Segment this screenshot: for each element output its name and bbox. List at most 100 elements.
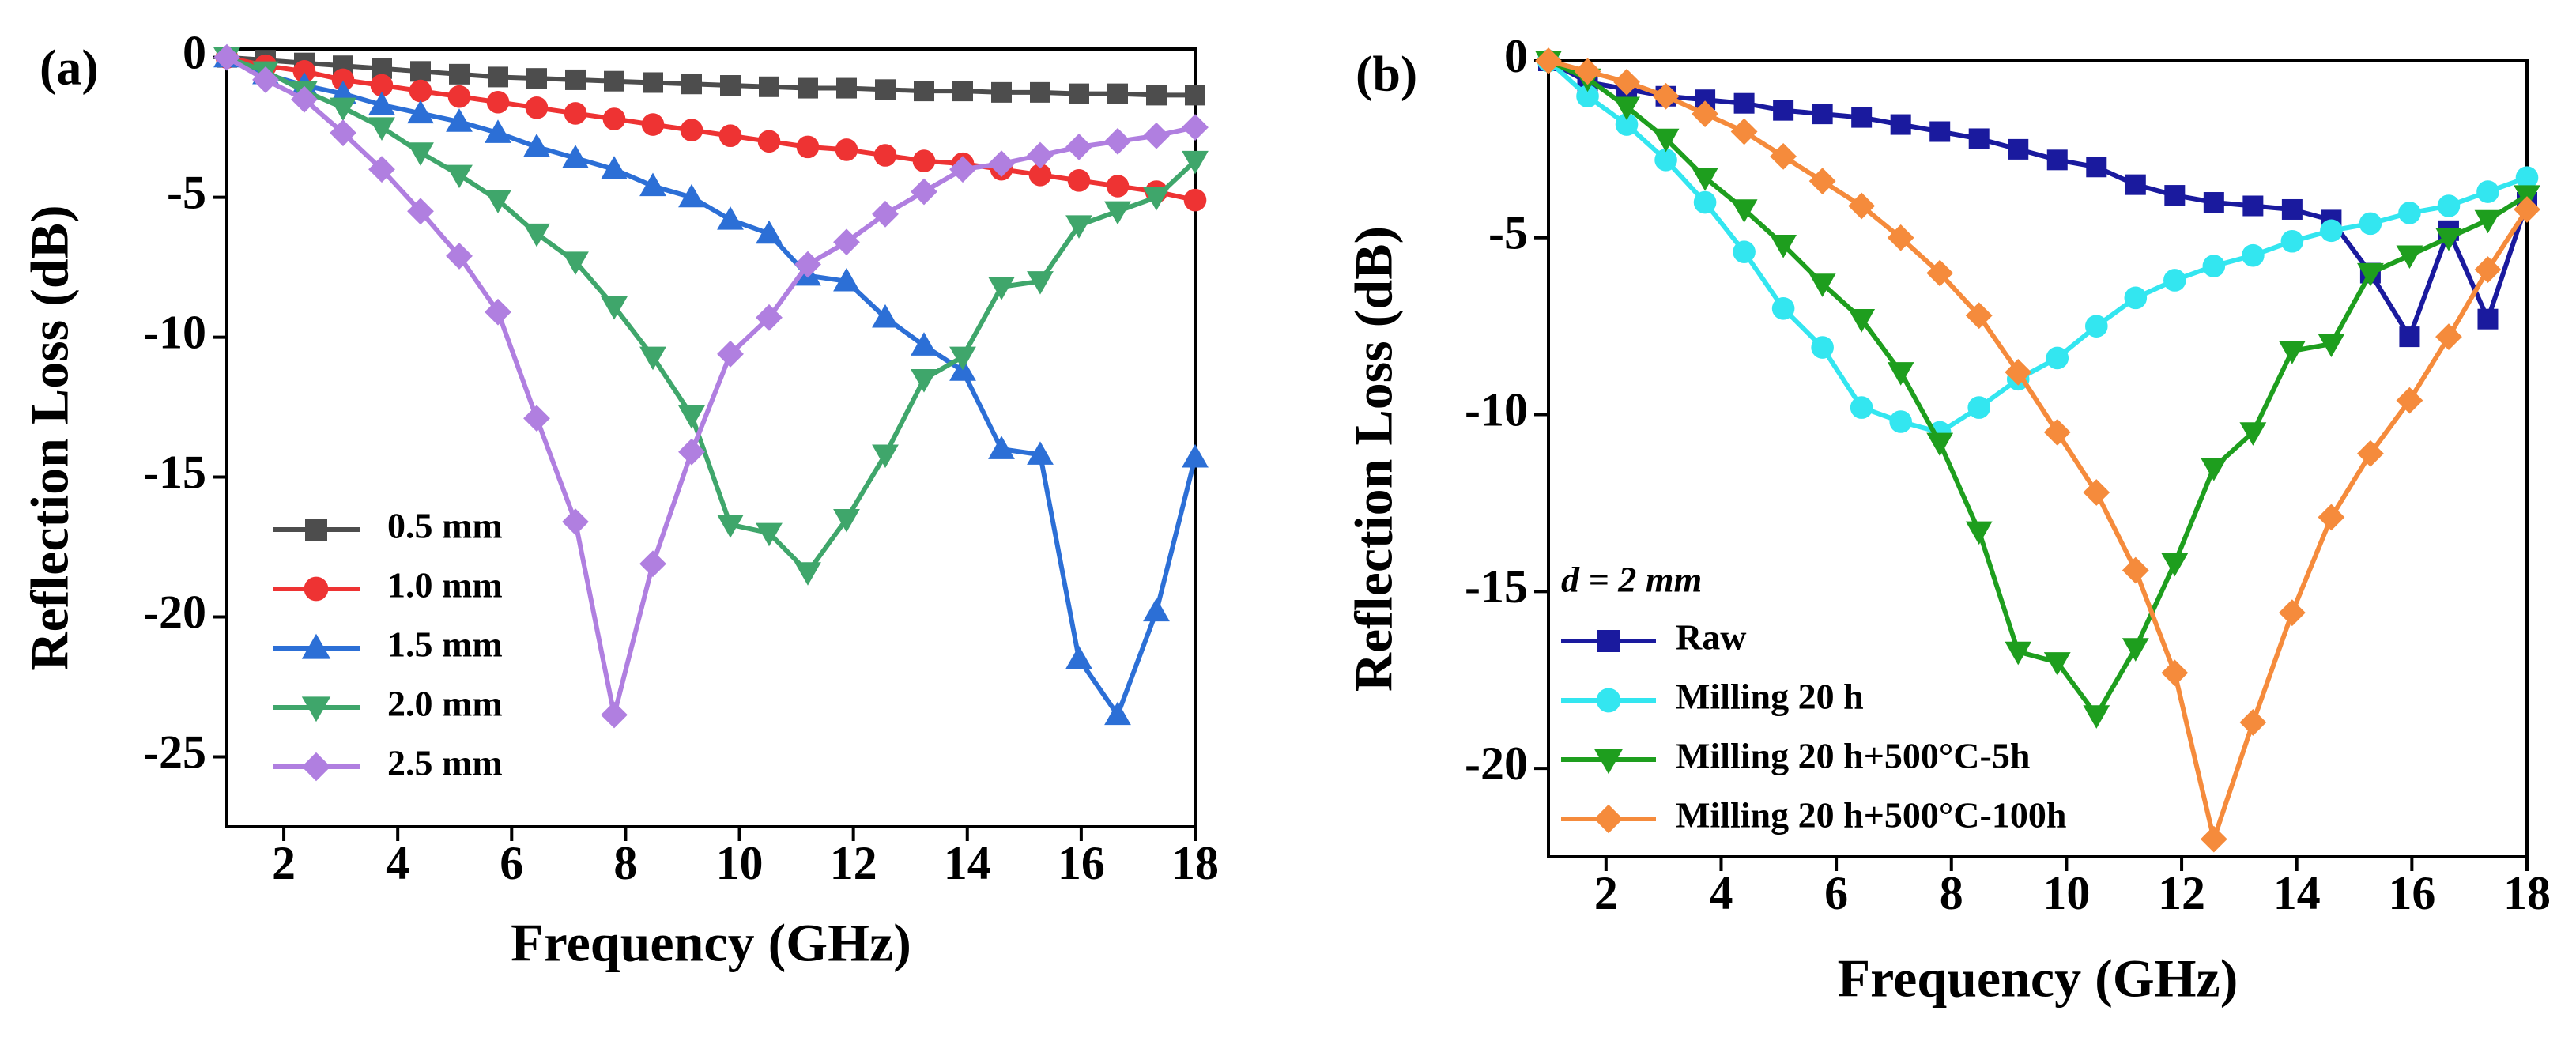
legend-marker: [305, 519, 327, 541]
data-point: [756, 522, 783, 547]
data-point: [2083, 705, 2110, 729]
data-point: [2242, 195, 2264, 217]
data-point: [1028, 163, 1052, 187]
x-tick-label: 12: [830, 837, 877, 889]
x-tick-label: 2: [1594, 867, 1618, 919]
panel-label: (b): [1356, 46, 1417, 102]
data-point: [1652, 128, 1680, 153]
data-point: [1968, 128, 1990, 149]
y-tick-label: -5: [167, 166, 206, 218]
data-point: [1770, 142, 1797, 170]
data-point: [836, 77, 857, 99]
data-point: [485, 190, 511, 214]
data-point: [798, 77, 818, 99]
legend-label: 1.0 mm: [387, 565, 503, 605]
y-axis-label: Reflection Loss (dB): [20, 205, 80, 670]
data-point: [1808, 168, 1836, 195]
data-point: [407, 100, 434, 124]
data-point: [1965, 521, 1993, 545]
data-point: [1027, 271, 1054, 295]
y-tick-label: -15: [143, 446, 206, 498]
data-point: [601, 156, 628, 179]
legend-label: Raw: [1676, 617, 1746, 658]
data-point: [1692, 100, 1718, 128]
y-tick-label: -5: [1488, 207, 1528, 259]
y-tick-label: -10: [1465, 383, 1528, 436]
data-point: [1615, 113, 1639, 136]
y-tick-label: -20: [143, 586, 206, 638]
data-point: [794, 251, 821, 278]
data-point: [565, 69, 586, 90]
data-point: [1850, 396, 1873, 419]
data-point: [988, 150, 1015, 178]
data-point: [562, 508, 589, 536]
data-point: [2318, 334, 2345, 357]
data-point: [601, 701, 628, 729]
data-point: [833, 508, 860, 533]
data-point: [1065, 645, 1092, 669]
data-point: [370, 74, 394, 97]
data-point: [368, 117, 395, 141]
data-point: [678, 183, 705, 208]
data-point: [1730, 118, 1758, 145]
data-point: [1926, 259, 1954, 287]
data-point: [602, 107, 626, 130]
plot-frame: [1547, 59, 2529, 858]
x-tick-label: 4: [1709, 867, 1733, 919]
data-point: [1887, 224, 1914, 251]
data-point: [833, 267, 860, 292]
plot-frame: [225, 47, 1197, 828]
legend-marker: [1593, 749, 1624, 775]
data-point: [914, 81, 934, 102]
data-point: [2514, 196, 2540, 223]
data-point: [1808, 273, 1836, 297]
data-point: [2084, 315, 2108, 338]
data-point: [2200, 458, 2227, 481]
x-tick-label: 18: [1171, 837, 1219, 889]
data-point: [407, 198, 434, 225]
x-tick-label: 18: [2503, 867, 2551, 919]
y-tick-label: 0: [1504, 30, 1528, 82]
data-point: [485, 119, 511, 143]
data-point: [1183, 188, 1207, 212]
data-point: [717, 340, 744, 368]
data-point: [2239, 709, 2267, 736]
data-point: [525, 96, 549, 119]
data-point: [2242, 243, 2265, 267]
data-point: [2083, 479, 2110, 506]
legend-label: 0.5 mm: [387, 506, 503, 546]
data-point: [872, 444, 899, 469]
data-point: [446, 164, 473, 189]
y-tick-label: -15: [1465, 560, 1528, 613]
data-point: [949, 156, 976, 183]
data-point: [875, 79, 896, 100]
data-point: [2476, 180, 2499, 203]
data-point: [446, 108, 473, 132]
data-point: [2005, 358, 2032, 386]
data-point: [564, 102, 587, 125]
data-point: [1027, 141, 1054, 169]
data-point: [2435, 323, 2462, 350]
data-point: [2122, 556, 2149, 584]
data-point: [2043, 652, 2071, 676]
legend-marker: [301, 633, 331, 659]
data-point: [1929, 121, 1951, 142]
data-point: [717, 206, 744, 230]
y-tick-label: 0: [183, 26, 206, 78]
data-point: [2161, 553, 2189, 577]
legend-marker: [304, 576, 329, 602]
data-point: [1926, 432, 1954, 457]
data-point: [2320, 219, 2343, 243]
data-point: [757, 130, 781, 153]
legend-marker: [1596, 688, 1621, 713]
data-point: [911, 368, 937, 393]
data-point: [1069, 83, 1089, 104]
data-point: [1733, 240, 1756, 263]
data-point: [2163, 269, 2186, 292]
data-point: [1613, 96, 1640, 121]
series-line: [1547, 58, 2529, 718]
data-point: [911, 178, 937, 206]
data-point: [330, 119, 356, 147]
data-point: [835, 138, 858, 161]
data-point: [1182, 150, 1209, 175]
